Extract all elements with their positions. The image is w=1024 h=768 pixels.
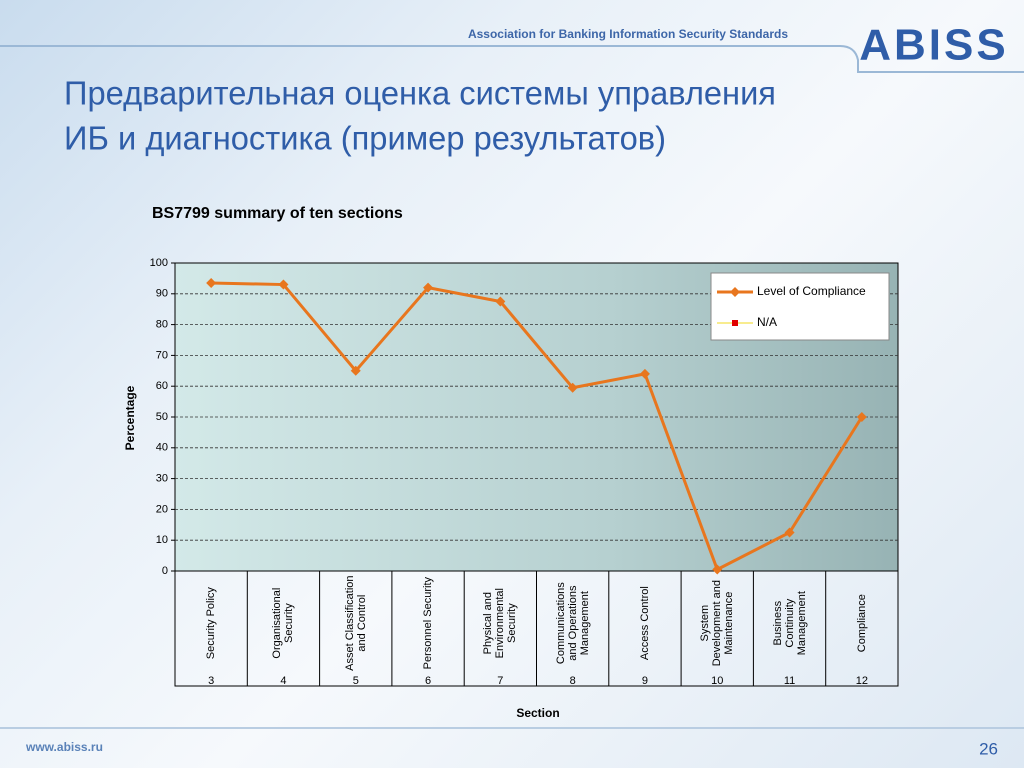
x-tick-label: Physical and Environmental Security <box>482 587 519 659</box>
point-marker <box>495 296 506 307</box>
section-number: 5 <box>353 675 359 687</box>
section-number: 12 <box>856 675 868 687</box>
section-number: 10 <box>711 675 723 687</box>
y-tick-label: 90 <box>156 288 168 300</box>
x-axis-label: Section <box>516 706 559 720</box>
point-marker <box>206 278 217 289</box>
legend-marker <box>732 320 738 326</box>
point-marker <box>278 279 289 290</box>
y-tick-label: 80 <box>156 319 168 331</box>
section-number: 9 <box>642 675 648 687</box>
legend-label: N/A <box>757 315 777 329</box>
legend-label: Level of Compliance <box>757 284 866 298</box>
series-line <box>211 281 864 572</box>
x-tick-label: Compliance <box>855 593 868 653</box>
x-tick-label: Business Continuity Management <box>771 590 808 656</box>
chart-title: BS7799 summary of ten sections <box>152 205 403 222</box>
y-tick-label: 70 <box>156 349 168 361</box>
x-tick-label: Access Control <box>638 586 651 660</box>
y-axis-label: Percentage <box>123 385 137 450</box>
legend-box <box>710 272 890 341</box>
slide-title: Предварительная оценка системы управлени… <box>64 75 776 112</box>
y-tick-label: 20 <box>156 503 168 515</box>
point-marker <box>712 564 723 575</box>
x-tick-label: Personnel Security <box>422 576 435 670</box>
x-tick-label: System Development and Maintenance <box>699 579 736 667</box>
logo: ABISS <box>859 21 1008 70</box>
point-marker <box>639 368 650 379</box>
point-marker <box>423 282 434 293</box>
y-tick-label: 100 <box>150 257 168 269</box>
footer-url: www.abiss.ru <box>25 740 103 754</box>
y-tick-label: 60 <box>156 380 168 392</box>
header-rule <box>0 45 1024 73</box>
x-tick-label: Communications and Operations Management <box>554 582 591 664</box>
section-number: 4 <box>280 675 286 687</box>
point-marker <box>350 365 361 376</box>
section-number: 7 <box>497 675 503 687</box>
section-number: 11 <box>784 675 795 687</box>
x-tick-label: Security Policy <box>205 586 218 660</box>
point-marker <box>567 382 578 393</box>
page-number: 26 <box>979 739 998 758</box>
y-tick-label: 40 <box>156 442 168 454</box>
legend-marker <box>730 287 740 297</box>
slide-title: ИБ и диагностика (пример результатов) <box>64 120 666 157</box>
point-marker <box>856 412 867 422</box>
section-number: 8 <box>570 675 576 687</box>
section-number: 3 <box>208 675 214 687</box>
y-tick-label: 30 <box>156 473 168 485</box>
y-tick-label: 10 <box>156 534 168 546</box>
section-number: 6 <box>425 675 431 687</box>
x-tick-label: Organisational Security <box>271 587 296 659</box>
y-tick-label: 50 <box>156 411 168 423</box>
x-tick-label: Asset Classification and Control <box>343 575 368 671</box>
y-tick-label: 0 <box>162 565 168 577</box>
association: Association for Banking Information Secu… <box>468 27 788 41</box>
point-marker <box>784 527 795 538</box>
